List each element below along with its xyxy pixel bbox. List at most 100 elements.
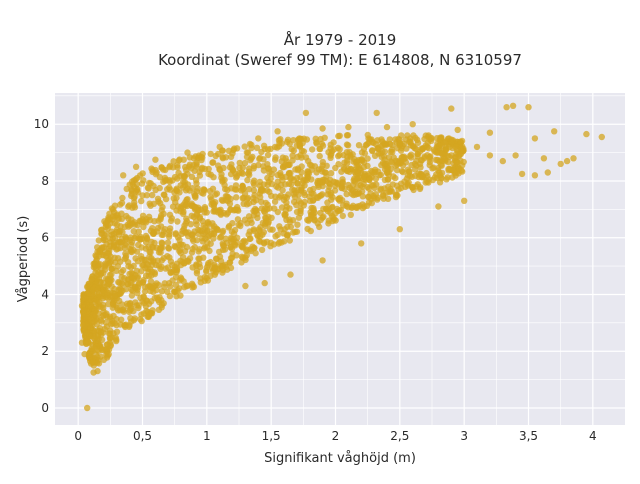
scatter-point [209, 159, 217, 166]
scatter-point [128, 292, 136, 299]
scatter-point [259, 219, 267, 227]
scatter-point [128, 241, 135, 249]
scatter-point [327, 141, 334, 148]
scatter-point [563, 157, 571, 165]
scatter-point [199, 235, 206, 242]
scatter-point [319, 257, 326, 264]
scatter-point [233, 252, 240, 259]
scatter-point [287, 271, 294, 278]
scatter-point [298, 186, 305, 193]
scatter-point [140, 294, 147, 301]
scatter-point [241, 159, 249, 167]
scatter-point [321, 134, 328, 141]
scatter-point [110, 243, 118, 250]
scatter-point [334, 180, 341, 188]
scatter-point [293, 142, 301, 149]
scatter-point [460, 158, 467, 166]
scatter-point [211, 223, 218, 230]
scatter-point [377, 186, 384, 194]
scatter-point [473, 143, 481, 151]
scatter-point [277, 226, 284, 233]
scatter-point [286, 140, 293, 148]
scatter-point [386, 136, 393, 143]
scatter-point [116, 297, 123, 304]
x-tick-label: 3 [460, 429, 468, 443]
scatter-point [98, 318, 105, 325]
scatter-point [149, 285, 156, 292]
scatter-point [338, 168, 345, 175]
scatter-point [220, 209, 228, 217]
scatter-point [316, 152, 323, 160]
scatter-point [188, 212, 195, 219]
scatter-point [308, 166, 315, 173]
scatter-point [383, 123, 391, 131]
scatter-point [229, 150, 236, 157]
scatter-point [413, 183, 420, 190]
scatter-point [201, 243, 209, 251]
scatter-point [271, 198, 279, 205]
scatter-point [307, 227, 314, 235]
scatter-point [161, 280, 168, 287]
scatter-point [416, 160, 424, 168]
scatter-point [437, 161, 445, 168]
scatter-point [347, 152, 354, 159]
scatter-point [127, 264, 135, 271]
scatter-point [242, 256, 249, 264]
scatter-point [80, 308, 87, 315]
scatter-point [499, 157, 506, 165]
scatter-point [327, 189, 335, 197]
scatter-point [327, 170, 335, 177]
scatter-point [218, 196, 225, 204]
scatter-point [281, 193, 288, 201]
scatter-point [307, 197, 314, 204]
scatter-point [250, 165, 257, 172]
scatter-point [278, 239, 285, 246]
scatter-point [215, 162, 222, 169]
scatter-point [396, 226, 403, 233]
scatter-point [384, 164, 392, 171]
scatter-point [172, 281, 180, 289]
scatter-point [381, 148, 388, 155]
scatter-point [236, 164, 243, 171]
scatter-point [245, 170, 252, 177]
scatter-point [89, 359, 96, 366]
scatter-point [551, 128, 558, 135]
scatter-point [278, 173, 285, 181]
scatter-point [359, 188, 366, 195]
scatter-point [246, 235, 253, 243]
scatter-point [251, 208, 258, 215]
scatter-point [212, 152, 219, 160]
scatter-point [394, 192, 401, 199]
scatter-point [203, 267, 210, 274]
scatter-point [172, 273, 180, 281]
y-tick-labels: 0 2 4 6 8 10 [34, 117, 49, 415]
scatter-point [135, 279, 143, 287]
scatter-point [113, 336, 120, 343]
chart-title-line-1: År 1979 - 2019 [284, 30, 397, 49]
scatter-point [164, 239, 172, 246]
scatter-point [544, 169, 551, 176]
scatter-point [185, 232, 192, 240]
scatter-point [378, 136, 385, 143]
scatter-point [138, 180, 146, 187]
scatter-point [409, 121, 416, 128]
scatter-point [114, 263, 122, 270]
scatter-point [310, 185, 317, 193]
scatter-point [264, 181, 271, 188]
scatter-point [232, 182, 240, 189]
scatter-point [143, 192, 151, 199]
scatter-point [451, 154, 458, 161]
scatter-point [301, 198, 308, 206]
scatter-point [169, 177, 176, 184]
scatter-point [227, 170, 235, 178]
scatter-point [177, 292, 184, 299]
scatter-point [95, 261, 102, 268]
scatter-point [457, 139, 465, 146]
scatter-point [195, 248, 202, 255]
scatter-point [165, 245, 173, 252]
y-tick-label: 6 [41, 231, 49, 245]
scatter-point [268, 192, 275, 200]
scatter-point [344, 157, 351, 164]
scatter-point [226, 222, 233, 230]
scatter-point [282, 181, 289, 188]
